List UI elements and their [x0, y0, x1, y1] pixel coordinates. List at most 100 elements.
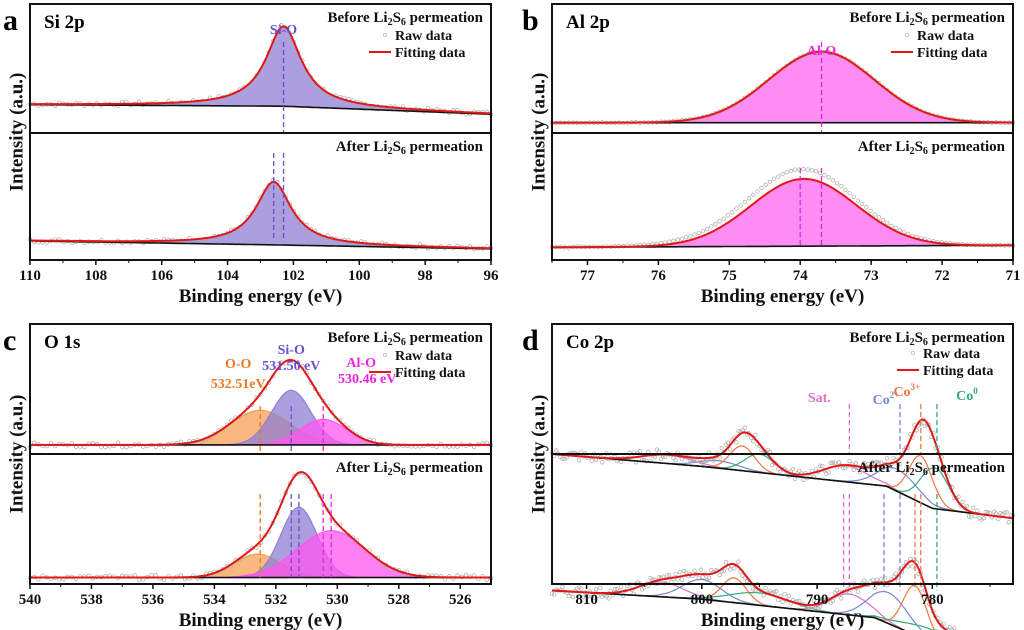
raw-data-point: [618, 584, 624, 589]
raw-data-point: [692, 568, 697, 573]
raw-data-point: [774, 589, 779, 594]
raw-data-point: [618, 459, 624, 465]
legend-raw-symbol: [910, 350, 916, 356]
raw-data-point: [876, 215, 882, 220]
panel-b: b Al 2p Intensity (a.u.) Binding energy (eV…: [522, 3, 1021, 307]
raw-data-point: [136, 577, 142, 582]
x-tick-label: 75: [722, 268, 737, 284]
raw-data-point: [973, 513, 978, 519]
condition-label-part: 6: [401, 146, 406, 157]
raw-data-point: [862, 461, 867, 466]
raw-data-point: [830, 598, 835, 604]
raw-data-point: [746, 196, 752, 201]
raw-data-point: [895, 578, 900, 583]
raw-data-point: [579, 586, 584, 591]
raw-data-point: [759, 185, 764, 191]
raw-data-point: [725, 213, 731, 218]
raw-data-point: [593, 587, 599, 592]
raw-data-point: [612, 587, 618, 592]
raw-data-point: [751, 192, 756, 197]
panel-letter: a: [3, 4, 18, 37]
raw-data-point: [738, 203, 743, 208]
condition-label-part: Before Li: [849, 10, 909, 26]
raw-data-point: [709, 568, 714, 573]
raw-data-point: [996, 516, 1001, 522]
raw-data-point: [839, 596, 844, 601]
raw-data-point: [673, 458, 678, 463]
raw-data-point: [732, 566, 737, 571]
peak-label-superscript: 0: [973, 386, 978, 396]
fitting-envelope: [30, 471, 491, 579]
raw-data-point: [786, 593, 791, 598]
raw-data-point: [977, 516, 982, 521]
raw-data-point: [671, 238, 676, 243]
raw-data-point: [698, 567, 703, 572]
condition-label: After Li2S6 permeation: [336, 460, 484, 478]
condition-label: Before Li2S6 permeation: [327, 330, 483, 348]
raw-data-point: [696, 230, 701, 236]
peak-label-superscript: 3+: [911, 382, 921, 392]
raw-data-point: [874, 577, 879, 582]
peak-label-superscript: 2+: [890, 390, 900, 400]
raw-data-point: [700, 228, 706, 234]
x-tick-label: 526: [449, 592, 472, 608]
x-tick-label: 100: [348, 268, 371, 284]
peak-label: Al-O: [346, 356, 376, 371]
condition-label-part: 6: [923, 146, 928, 157]
raw-data-point: [797, 598, 802, 604]
raw-data-point: [679, 577, 685, 582]
raw-data-point: [648, 576, 653, 581]
raw-data-point: [763, 585, 768, 591]
legend-raw-label: Raw data: [395, 29, 452, 44]
raw-data-point: [828, 460, 833, 465]
condition-label: Before Li2S6 permeation: [849, 10, 1005, 28]
condition-label-part: S: [915, 10, 923, 26]
background-line: [551, 453, 1014, 519]
x-tick-label: 98: [418, 268, 433, 284]
raw-data-point: [847, 458, 852, 464]
raw-data-point: [713, 222, 718, 227]
raw-data-point: [784, 170, 789, 175]
peak-label: Sat.: [808, 391, 831, 406]
y-axis-label: Intensity (a.u.): [528, 73, 549, 192]
peak-label: Al-O: [807, 44, 837, 59]
legend-raw-symbol: [904, 32, 910, 38]
x-tick-label: 532: [265, 592, 288, 608]
raw-data-point: [153, 573, 158, 578]
fitting-envelope: [30, 25, 492, 115]
raw-data-point: [843, 187, 848, 193]
raw-data-point: [947, 624, 953, 630]
raw-data-point: [606, 596, 611, 601]
raw-data-point: [723, 560, 729, 565]
raw-data-point: [891, 574, 896, 579]
x-tick-label: 534: [203, 592, 226, 608]
raw-data-point: [736, 559, 741, 564]
condition-label-part: permeation: [928, 330, 1006, 346]
raw-data-point: [792, 476, 798, 481]
raw-data-point: [711, 458, 716, 464]
raw-data-point: [673, 571, 678, 577]
raw-data-point: [880, 465, 886, 470]
raw-data-point: [834, 180, 840, 186]
raw-data-point: [771, 73, 777, 78]
raw-data-point: [805, 167, 810, 172]
legend-fit-label: Fitting data: [923, 364, 993, 379]
raw-data-point: [707, 575, 712, 580]
raw-data-point: [885, 220, 890, 226]
raw-data-point: [683, 234, 689, 240]
raw-data-point: [862, 578, 867, 583]
raw-data-point: [956, 494, 961, 499]
condition-label-part: permeation: [928, 460, 1006, 476]
raw-data-point: [679, 236, 685, 241]
raw-data-point: [832, 590, 838, 596]
raw-data-point: [585, 594, 590, 599]
raw-data-point: [878, 460, 884, 465]
y-axis-label: Intensity (a.u.): [6, 73, 27, 192]
x-tick-label: 72: [935, 268, 950, 284]
condition-label-part: 6: [923, 467, 928, 478]
fitting-envelope: [30, 180, 491, 250]
raw-data-point: [857, 469, 863, 475]
raw-data-point: [971, 505, 976, 510]
raw-data-point: [813, 169, 819, 174]
raw-data-point: [554, 448, 559, 453]
